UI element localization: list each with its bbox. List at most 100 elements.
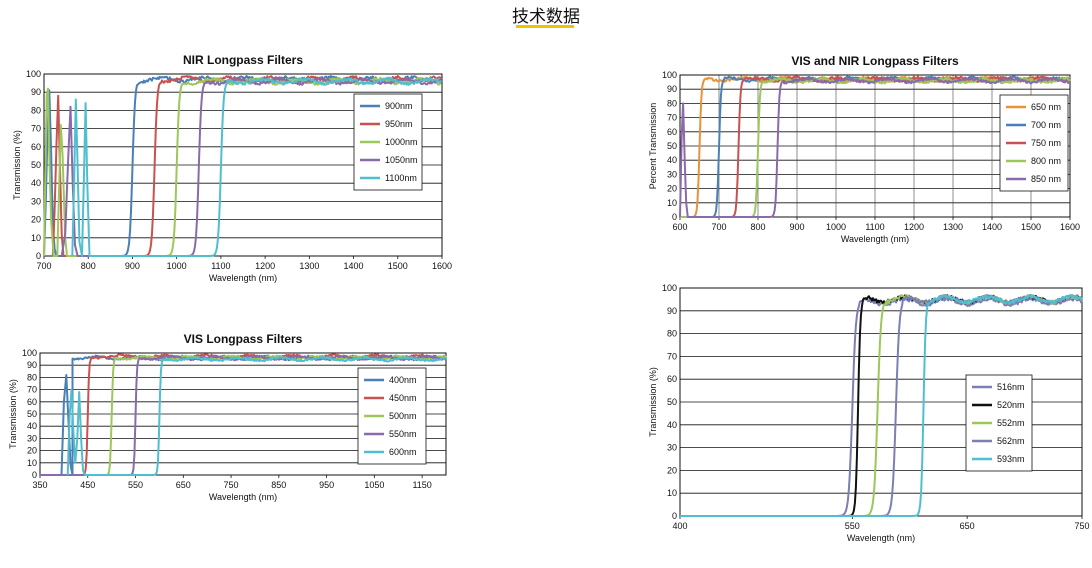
x-tick-label: 1200 bbox=[255, 261, 275, 271]
y-tick-label: 80 bbox=[27, 372, 37, 382]
x-tick-label: 750 bbox=[224, 480, 239, 490]
x-tick-label: 600 bbox=[672, 222, 687, 232]
legend-label: 1100nm bbox=[385, 173, 417, 183]
y-tick-label: 90 bbox=[27, 360, 37, 370]
y-tick-label: 0 bbox=[672, 212, 677, 222]
series-line-850nm bbox=[679, 77, 1071, 218]
y-tick-label: 60 bbox=[667, 127, 677, 137]
x-tick-label: 650 bbox=[176, 480, 191, 490]
x-tick-label: 1600 bbox=[432, 261, 452, 271]
legend-label: 520nm bbox=[997, 400, 1025, 410]
series-line-450nm bbox=[40, 353, 447, 476]
legend-label: 650 nm bbox=[1031, 102, 1061, 112]
legend-label: 850 nm bbox=[1031, 174, 1061, 184]
legend-label: 593nm bbox=[997, 454, 1025, 464]
y-tick-label: 40 bbox=[27, 421, 37, 431]
y-tick-label: 50 bbox=[667, 397, 677, 407]
y-axis-label: Percent Transmission bbox=[648, 103, 658, 190]
y-tick-label: 30 bbox=[667, 443, 677, 453]
x-axis-label: Wavelength (nm) bbox=[209, 273, 277, 283]
series-line-593nm bbox=[680, 294, 1083, 517]
chart-vis-narrow-longpass: 0 10 20 30 40 50 60 70 80 90 100 400 550 650 750 Wavele… bbox=[648, 283, 1090, 543]
series-line-1100nm bbox=[71, 76, 443, 257]
legend-label: 516nm bbox=[997, 382, 1025, 392]
x-tick-label: 400 bbox=[672, 521, 687, 531]
legend-label: 700 nm bbox=[1031, 120, 1061, 130]
legend-box bbox=[353, 93, 423, 191]
y-tick-label: 60 bbox=[31, 142, 41, 152]
y-tick-label: 30 bbox=[27, 433, 37, 443]
legend-label: 800 nm bbox=[1031, 156, 1061, 166]
x-tick-label: 1300 bbox=[943, 222, 963, 232]
x-axis-label: Wavelength (nm) bbox=[209, 492, 277, 502]
x-tick-label: 950 bbox=[319, 480, 334, 490]
chart-vis-longpass: VIS Longpass Filters 0 10 20 30 40 50 60 70 80 90 1… bbox=[8, 332, 447, 502]
x-tick-label: 850 bbox=[271, 480, 286, 490]
x-tick-label: 1600 bbox=[1060, 222, 1080, 232]
legend-label: 400nm bbox=[389, 375, 417, 385]
x-tick-label: 700 bbox=[36, 261, 51, 271]
x-axis-label: Wavelength (nm) bbox=[847, 533, 915, 543]
y-tick-label: 70 bbox=[31, 124, 41, 134]
x-tick-label: 1000 bbox=[167, 261, 187, 271]
x-tick-label: 1400 bbox=[344, 261, 364, 271]
x-tick-label: 650 bbox=[960, 521, 975, 531]
y-tick-label: 50 bbox=[667, 141, 677, 151]
y-tick-label: 50 bbox=[31, 160, 41, 170]
title-underline bbox=[516, 25, 574, 28]
y-tick-label: 20 bbox=[667, 184, 677, 194]
y-tick-label: 80 bbox=[31, 105, 41, 115]
y-tick-label: 40 bbox=[31, 178, 41, 188]
x-tick-label: 750 bbox=[1074, 521, 1089, 531]
y-tick-label: 90 bbox=[667, 306, 677, 316]
y-tick-label: 20 bbox=[31, 215, 41, 225]
y-axis-label: Transmission (%) bbox=[12, 130, 22, 200]
y-axis-label: Transmission (%) bbox=[648, 367, 658, 437]
legend-label: 550nm bbox=[389, 429, 417, 439]
x-tick-label: 550 bbox=[845, 521, 860, 531]
legend-label: 552nm bbox=[997, 418, 1025, 428]
y-tick-label: 70 bbox=[667, 351, 677, 361]
x-tick-label: 1200 bbox=[904, 222, 924, 232]
y-tick-label: 50 bbox=[27, 409, 37, 419]
x-tick-label: 1300 bbox=[299, 261, 319, 271]
chart-title: VIS and NIR Longpass Filters bbox=[791, 54, 959, 68]
x-tick-label: 350 bbox=[32, 480, 47, 490]
x-tick-label: 1400 bbox=[982, 222, 1002, 232]
legend-label: 450nm bbox=[389, 393, 417, 403]
x-tick-label: 1500 bbox=[388, 261, 408, 271]
y-tick-label: 70 bbox=[667, 113, 677, 123]
legend-label: 950nm bbox=[385, 119, 413, 129]
x-tick-label: 1100 bbox=[211, 261, 230, 271]
legend-label: 900nm bbox=[385, 101, 413, 111]
y-tick-label: 0 bbox=[672, 511, 677, 521]
legend-label: 750 nm bbox=[1031, 138, 1061, 148]
y-tick-label: 20 bbox=[667, 465, 677, 475]
plot-frame bbox=[39, 352, 447, 476]
legend-label: 1050nm bbox=[385, 155, 418, 165]
chart-title: NIR Longpass Filters bbox=[183, 53, 303, 67]
y-tick-label: 60 bbox=[27, 397, 37, 407]
y-tick-label: 10 bbox=[27, 458, 37, 468]
y-tick-label: 90 bbox=[667, 84, 677, 94]
chart-vis-nir-longpass: VIS and NIR Longpass Filters 0 10 20 30 40 50 6… bbox=[648, 54, 1080, 244]
x-axis-label: Wavelength (nm) bbox=[841, 234, 909, 244]
x-tick-label: 1100 bbox=[865, 222, 884, 232]
y-tick-label: 30 bbox=[667, 169, 677, 179]
y-tick-label: 80 bbox=[667, 329, 677, 339]
x-tick-label: 450 bbox=[80, 480, 95, 490]
y-tick-label: 10 bbox=[667, 488, 677, 498]
series-line-600nm bbox=[66, 355, 447, 476]
y-tick-label: 30 bbox=[31, 196, 41, 206]
y-tick-label: 20 bbox=[27, 446, 37, 456]
y-tick-label: 40 bbox=[667, 155, 677, 165]
page-title: 技术数据 bbox=[512, 7, 580, 27]
plot-frame bbox=[43, 73, 443, 257]
y-axis-label: Transmission (%) bbox=[8, 379, 18, 449]
x-tick-label: 1000 bbox=[826, 222, 846, 232]
legend-label: 500nm bbox=[389, 411, 417, 421]
x-tick-label: 800 bbox=[750, 222, 765, 232]
legend-label: 1000nm bbox=[385, 137, 418, 147]
y-tick-label: 60 bbox=[667, 374, 677, 384]
y-tick-label: 10 bbox=[667, 198, 677, 208]
